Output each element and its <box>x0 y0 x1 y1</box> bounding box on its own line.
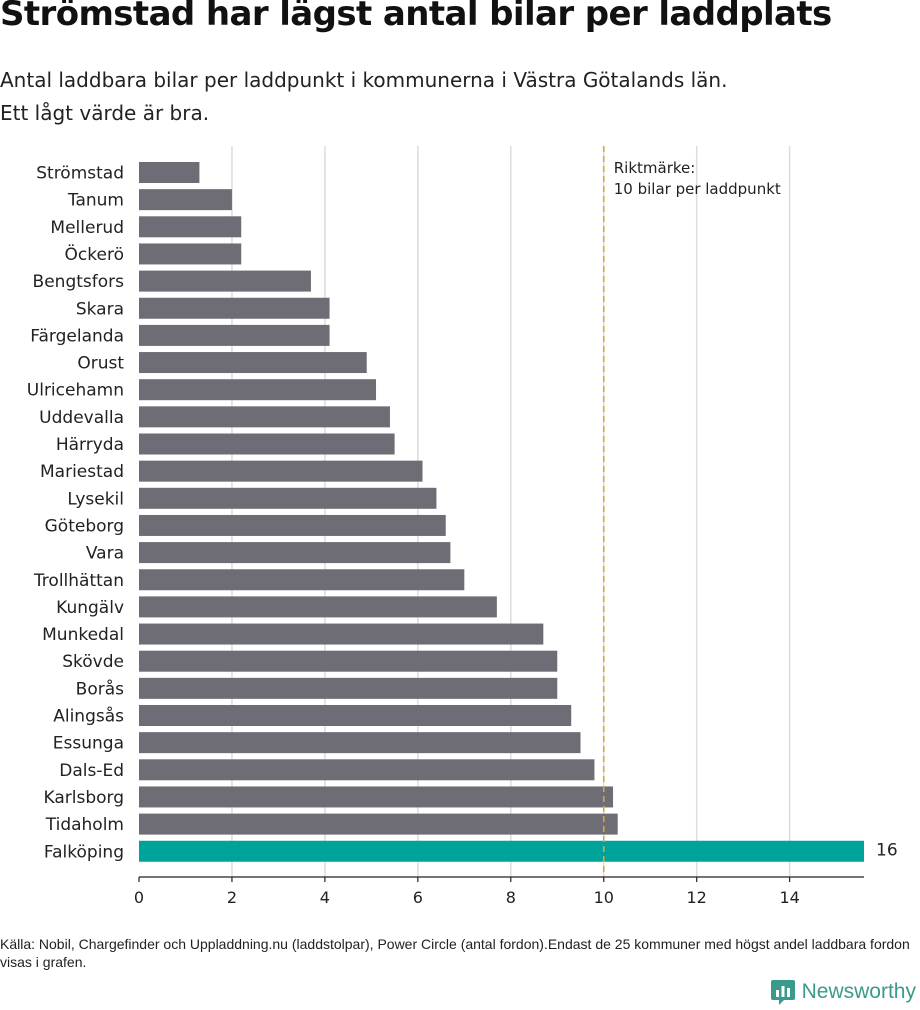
category-label: Vara <box>86 544 124 564</box>
brand-name: Newsworthy <box>801 980 916 1003</box>
category-label: Mariestad <box>40 462 124 482</box>
bar <box>139 216 242 238</box>
data-label: 16 <box>876 840 898 860</box>
bar <box>139 732 581 754</box>
x-tick-label: 14 <box>779 888 799 907</box>
category-label: Färgelanda <box>30 326 124 346</box>
category-label: Skövde <box>62 652 124 672</box>
bar <box>139 813 618 835</box>
category-label: Tanum <box>67 191 124 211</box>
bar <box>139 542 451 564</box>
category-label: Öckerö <box>65 243 124 265</box>
category-label: Strömstad <box>36 164 124 184</box>
bar <box>139 162 200 183</box>
category-label: Ulricehamn <box>27 381 124 401</box>
x-tick-label: 8 <box>506 888 516 907</box>
x-tick-label: 6 <box>413 888 423 907</box>
category-label: Falköping <box>44 842 124 862</box>
bar <box>139 705 572 726</box>
chart-title: Strömstad har lägst antal bilar per ladd… <box>0 0 832 34</box>
bar <box>139 297 330 319</box>
reference-label: Riktmärke: <box>614 159 696 177</box>
x-tick-label: 0 <box>134 888 144 907</box>
category-label: Kungälv <box>56 598 124 618</box>
bar-chart: Strömstad Tanum Mellerud Öckerö Bengtsfors Sk… <box>27 146 898 907</box>
category-label: Skara <box>76 299 124 319</box>
category-label: Mellerud <box>50 218 124 238</box>
bar <box>139 650 558 672</box>
reference-label: 10 bilar per laddpunkt <box>614 180 781 198</box>
category-label: Essunga <box>53 734 124 754</box>
category-label: Orust <box>77 354 124 374</box>
bar <box>139 677 558 699</box>
x-tick-label: 12 <box>687 888 707 907</box>
x-tick-label: 2 <box>227 888 237 907</box>
category-label: Härryda <box>56 435 124 455</box>
category-label: Alingsås <box>53 706 124 727</box>
bar <box>139 569 465 591</box>
bar <box>139 840 864 862</box>
category-label: Dals-Ed <box>59 761 124 781</box>
x-tick-label: 10 <box>594 888 614 907</box>
bar <box>139 324 330 346</box>
category-label: Bengtsfors <box>33 272 125 292</box>
category-label: Karlsborg <box>43 788 124 808</box>
bar <box>139 406 390 428</box>
chart-subtitle: Antal laddbara bilar per laddpunkt i kom… <box>0 64 900 130</box>
category-label: Lysekil <box>67 489 124 509</box>
subtitle-line-2: Ett lågt värde är bra. <box>0 101 210 125</box>
brand-logo: Newsworthy <box>770 978 916 1006</box>
bar <box>139 514 446 536</box>
category-label: Uddevalla <box>39 408 124 428</box>
bar <box>139 759 595 781</box>
category-label: Göteborg <box>45 516 124 536</box>
bar <box>139 487 437 509</box>
bar <box>139 460 423 482</box>
category-label: Borås <box>76 678 124 699</box>
bar <box>139 786 614 808</box>
bar <box>139 352 367 374</box>
source-note: Källa: Nobil, Chargefinder och Uppladdni… <box>0 936 910 970</box>
bar <box>139 433 395 455</box>
bar <box>139 379 377 401</box>
bar <box>139 189 232 211</box>
bar <box>139 243 242 265</box>
category-label: Tidaholm <box>45 815 124 835</box>
x-tick-label: 4 <box>320 888 330 907</box>
bar <box>139 596 497 618</box>
bar <box>139 270 311 292</box>
category-label: Munkedal <box>42 625 124 645</box>
category-label: Trollhättan <box>33 571 124 591</box>
bar <box>139 623 544 645</box>
subtitle-line-1: Antal laddbara bilar per laddpunkt i kom… <box>0 68 728 92</box>
bar-chart-logo-icon <box>770 980 795 1005</box>
